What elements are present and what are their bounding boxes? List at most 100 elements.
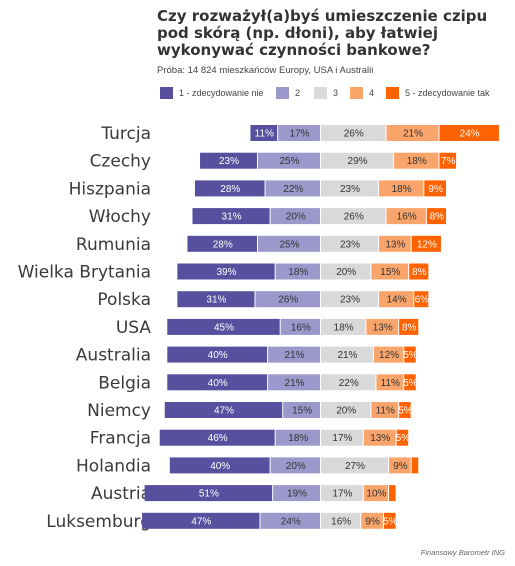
data-label: 12% <box>379 350 399 361</box>
bar-segment <box>258 235 320 252</box>
bar-segment <box>321 457 389 474</box>
data-label: 21% <box>403 129 423 140</box>
data-label: 18% <box>288 267 308 278</box>
legend-swatch-1 <box>160 87 173 99</box>
bar-segment <box>255 291 320 308</box>
category-label: Belgia <box>98 373 151 393</box>
bar-segment <box>268 374 320 391</box>
data-label: 17% <box>290 129 310 140</box>
data-label: 39% <box>216 267 236 278</box>
bar-segment <box>361 512 383 529</box>
bar-segment <box>376 374 404 391</box>
data-label: 21% <box>337 350 357 361</box>
data-label: 5% <box>398 406 413 417</box>
legend-swatch-2 <box>276 87 289 99</box>
bar-segment <box>273 485 320 502</box>
data-label: 25% <box>279 239 299 250</box>
data-label: 20% <box>286 212 306 223</box>
bar-segment <box>389 485 396 502</box>
bar-segment <box>164 402 283 418</box>
chart-title: Czy rozważył(a)byś umieszczenie czipu po… <box>157 8 507 59</box>
bar-segment <box>283 402 320 418</box>
data-label: 51% <box>199 489 219 500</box>
data-label: 47% <box>214 406 234 417</box>
bar-segment <box>411 457 419 474</box>
data-label: 47% <box>191 516 211 527</box>
data-label: 19% <box>287 489 307 500</box>
category-label: Niemcy <box>87 401 151 421</box>
category-label: Wielka Brytania <box>18 263 151 283</box>
bar-segment <box>195 180 265 197</box>
data-label: 11% <box>255 129 274 140</box>
bar-segment <box>192 208 270 225</box>
bar-segment <box>389 457 411 474</box>
category-label: Francja <box>90 429 151 449</box>
category-label: Polska <box>97 290 151 310</box>
bar-segment <box>321 429 363 446</box>
bar-segment <box>321 208 386 225</box>
bar-segment <box>270 208 320 225</box>
bar-segment <box>177 291 255 308</box>
data-label: 29% <box>348 156 368 167</box>
bar-segment <box>386 208 426 225</box>
bar-segment <box>363 429 396 446</box>
data-label: 23% <box>340 239 360 250</box>
bar-segment <box>321 291 378 308</box>
bar-segment <box>378 291 414 308</box>
bar-segment <box>321 125 386 141</box>
category-label: Czechy <box>90 152 151 172</box>
data-label: 5% <box>383 516 398 527</box>
chart-subtitle: Próba: 14 824 mieszkańców Europy, USA i … <box>157 65 374 76</box>
data-label: 20% <box>336 406 356 417</box>
bar-segment <box>142 512 260 529</box>
data-label: 14% <box>387 295 407 306</box>
category-label: Luksemburg <box>46 512 151 532</box>
data-label: 40% <box>210 461 230 472</box>
bar-segment <box>144 485 273 502</box>
bar-segment <box>384 512 396 529</box>
title-line-3: wykonywać czynności bankowe? <box>157 41 431 59</box>
legend-label-2: 2 <box>295 88 301 98</box>
data-label: 12% <box>417 239 437 250</box>
bar-segment <box>265 180 320 197</box>
data-label: 11% <box>381 378 400 389</box>
data-label: 22% <box>283 184 303 195</box>
title-line-2: pod skórą (np. dłoni), aby łatwiej <box>157 24 438 42</box>
data-label: 6% <box>415 295 430 306</box>
title-line-1: Czy rozważył(a)byś umieszczenie czipu <box>157 7 488 25</box>
bar-segment <box>270 457 320 474</box>
data-label: 27% <box>345 461 365 472</box>
source-note: Finansowy Barometr ING <box>420 548 505 557</box>
bar-segment <box>167 374 268 391</box>
data-label: 18% <box>288 433 308 444</box>
bar-segment <box>268 346 320 363</box>
category-label: Austria <box>91 484 151 504</box>
category-label: Holandia <box>76 456 151 476</box>
bar-segment <box>200 152 257 169</box>
bar-segment <box>321 346 373 363</box>
data-label: 40% <box>208 378 228 389</box>
bar-segment <box>439 125 499 141</box>
bar-segment <box>275 263 320 280</box>
bar-segment <box>404 346 416 363</box>
bar-segment <box>378 180 424 197</box>
category-label: Hiszpania <box>69 179 151 199</box>
bar-segment <box>258 152 320 169</box>
bar-segment <box>159 429 275 446</box>
data-label: 24% <box>460 129 480 140</box>
bar-segment <box>399 402 411 418</box>
data-label: 26% <box>344 129 364 140</box>
category-label: Turcja <box>100 124 151 144</box>
data-label: 9% <box>393 461 408 472</box>
data-label: 22% <box>339 378 359 389</box>
bar-segment <box>371 402 399 418</box>
bar-segment <box>169 457 270 474</box>
bar-segment <box>321 152 394 169</box>
bar-segment <box>321 374 376 391</box>
bar-segment <box>404 374 416 391</box>
data-label: 5% <box>396 433 411 444</box>
bar-segment <box>439 152 457 169</box>
data-label: 23% <box>219 156 239 167</box>
bar-segment <box>321 235 378 252</box>
data-label: 17% <box>332 489 352 500</box>
